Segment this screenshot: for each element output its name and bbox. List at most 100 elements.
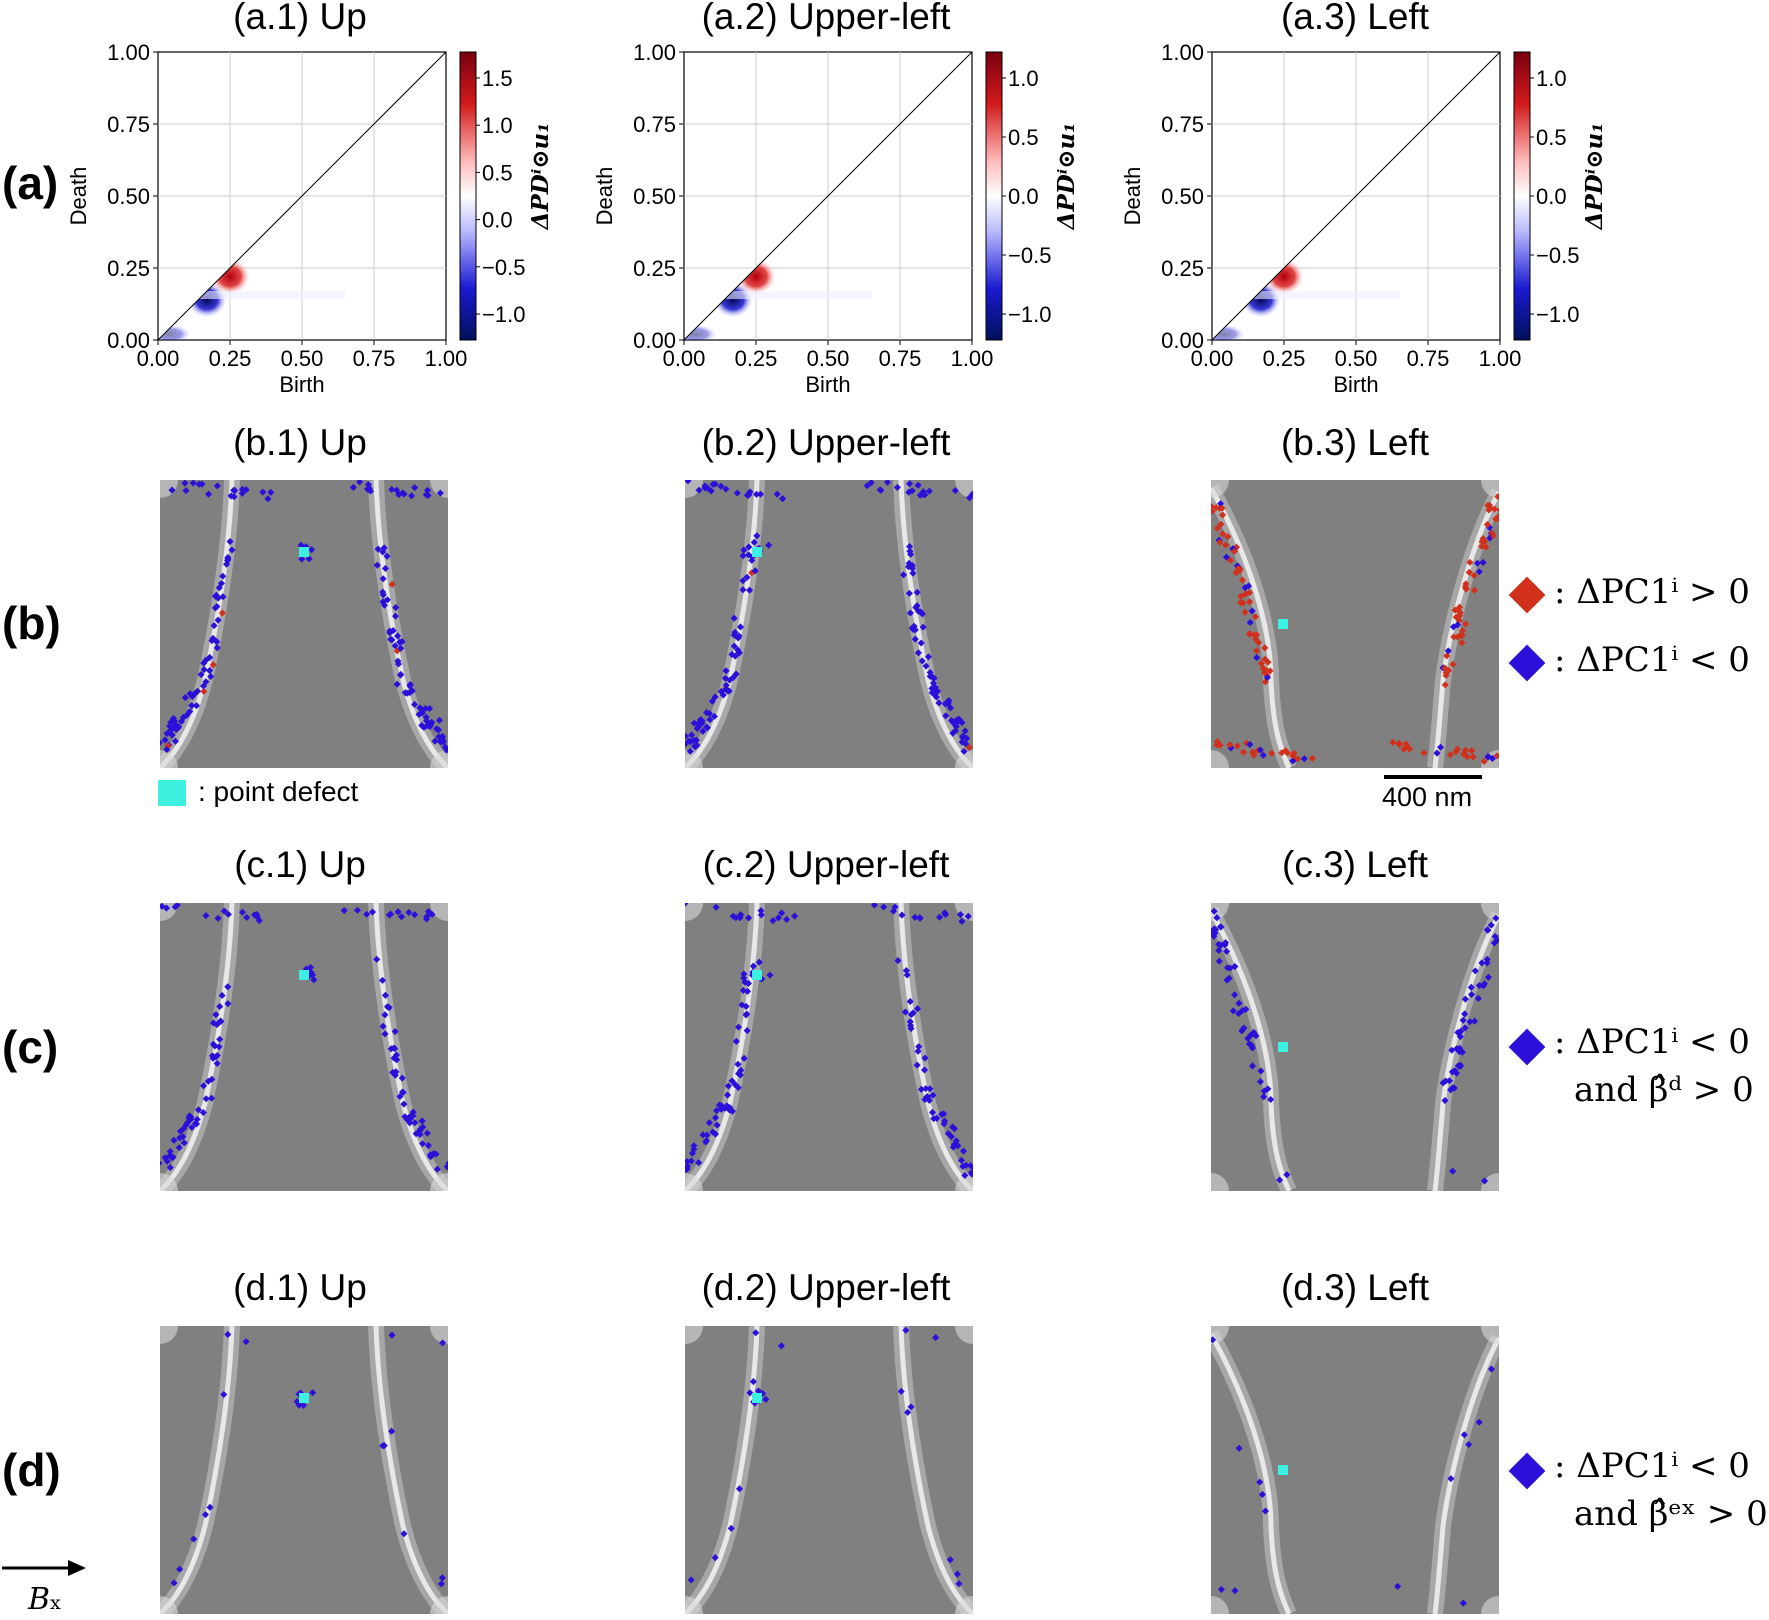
corner-glow [1211, 1596, 1229, 1614]
point-defect [1278, 619, 1288, 629]
negative-marker [1466, 1018, 1474, 1026]
positive-marker [1211, 502, 1215, 511]
point-defect [299, 1393, 309, 1403]
negative-marker [434, 726, 442, 734]
positive-marker [1452, 748, 1460, 756]
negative-marker [208, 1094, 216, 1102]
pd-faint-band [712, 291, 872, 300]
corner-glow [160, 480, 178, 498]
point-defect [1278, 1042, 1288, 1052]
negative-marker [218, 991, 226, 1000]
pd-faint-band [1240, 291, 1400, 300]
x-tick-label: 0.50 [281, 346, 324, 371]
colorbar-tick-label: −1.0 [1536, 302, 1579, 327]
x-tick-label: 0.50 [1335, 346, 1378, 371]
x-tick-label: 0.25 [209, 346, 252, 371]
negative-marker [703, 724, 712, 732]
negative-marker [962, 1161, 970, 1169]
negative-marker [907, 550, 915, 558]
negative-marker [926, 669, 934, 677]
y-tick-label: 0.25 [633, 256, 676, 281]
negative-marker [353, 906, 361, 914]
negative-marker [433, 1165, 441, 1173]
negative-marker [907, 1021, 915, 1030]
x-tick-label: 1.00 [425, 346, 468, 371]
point-defect [299, 970, 309, 980]
negative-marker [423, 1129, 431, 1137]
negative-marker [224, 1000, 232, 1008]
negative-marker [170, 1579, 178, 1587]
y-tick-label: 0.00 [1161, 328, 1204, 353]
y-tick-label: 0.00 [633, 328, 676, 353]
x-axis-label: Birth [1333, 372, 1378, 397]
corner-glow [430, 1173, 448, 1191]
map-background [160, 1326, 448, 1614]
negative-marker [769, 917, 777, 925]
domain-wall-core-right [373, 903, 448, 1191]
negative-marker [734, 1060, 742, 1068]
colorbar-tick-label: 0.5 [1536, 125, 1567, 150]
x-tick-label: 0.75 [353, 346, 396, 371]
colorbar-tick-label: 1.5 [482, 66, 513, 91]
negative-marker [1474, 994, 1482, 1003]
domain-wall-core-left [1211, 1332, 1292, 1614]
map-background [685, 903, 973, 1191]
field-label: Bx [28, 1582, 61, 1617]
x-tick-label: 1.00 [951, 346, 994, 371]
negative-marker [685, 732, 690, 740]
y-tick-label: 0.50 [107, 184, 150, 209]
domain-wall-core-left [1211, 486, 1292, 768]
negative-marker [940, 1120, 948, 1128]
negative-marker [906, 609, 914, 617]
colorbar-tick-label: 0.5 [482, 160, 513, 185]
corner-glow [685, 480, 703, 498]
colorbar [459, 51, 477, 341]
domain-map-b2 [685, 480, 973, 768]
field-arrow [2, 1560, 86, 1576]
positive-marker [1246, 630, 1255, 638]
negative-marker [736, 623, 745, 631]
negative-marker [756, 490, 765, 498]
colorbar-tick-label: 0.0 [1008, 184, 1039, 209]
positive-marker [1233, 742, 1241, 750]
negative-marker [391, 642, 399, 650]
negative-marker [238, 485, 246, 493]
pd-faint-band [186, 291, 346, 300]
negative-marker [955, 1580, 963, 1588]
negative-marker [961, 727, 969, 735]
negative-marker [934, 687, 942, 695]
domain-wall-core-right [373, 1326, 448, 1614]
negative-marker [723, 1102, 731, 1110]
negative-marker [392, 604, 400, 612]
negative-marker [936, 913, 944, 921]
negative-marker [1481, 1177, 1489, 1185]
legend-b: : ΔPC1ⁱ > 0 : ΔPC1ⁱ < 0 [1508, 572, 1768, 692]
negative-marker [391, 1045, 399, 1053]
negative-marker [917, 1085, 925, 1093]
negative-marker [227, 492, 235, 500]
corner-glow [1481, 480, 1499, 498]
negative-marker [393, 486, 401, 494]
colorbar-label: ΔPDⁱ⊙u₁ [1581, 123, 1608, 231]
negative-marker [394, 632, 402, 640]
negative-marker [426, 704, 434, 713]
corner-glow [685, 750, 703, 768]
negative-marker [711, 693, 719, 701]
panel-title-d3: (d.3) Left [1280, 1267, 1430, 1308]
legend-d-line1: : ΔPC1ⁱ < 0 [1554, 1446, 1750, 1486]
positive-marker [1219, 530, 1227, 538]
row-label-b: (b) [2, 597, 61, 649]
negative-marker [421, 705, 429, 713]
x-tick-label: 0.75 [1407, 346, 1450, 371]
x-tick-label: 0.25 [735, 346, 778, 371]
y-tick-label: 0.00 [107, 328, 150, 353]
colorbar [985, 51, 1003, 341]
colorbar-tick-label: −1.0 [482, 302, 525, 327]
negative-marker [685, 480, 692, 485]
corner-glow [685, 1173, 703, 1191]
corner-glow [955, 750, 973, 768]
panel-title-c1: (c.1) Up [234, 844, 366, 885]
domain-wall-core-right [373, 480, 448, 768]
negative-marker [437, 736, 445, 744]
negative-marker [960, 747, 968, 755]
